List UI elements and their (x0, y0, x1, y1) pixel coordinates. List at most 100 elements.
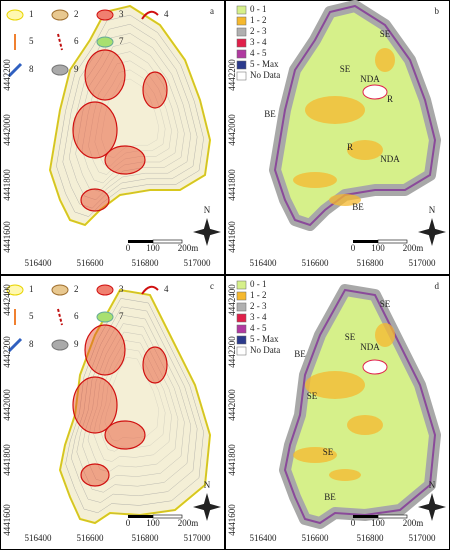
scale-bar (128, 515, 153, 518)
legend-swatch (236, 335, 247, 345)
contour-line (99, 348, 166, 452)
y-tick-label: 4441800 (2, 444, 12, 476)
landslide (80, 463, 110, 487)
north-label: N (204, 480, 211, 490)
contour-line (59, 289, 211, 524)
legend-label: 3 - 4 (250, 312, 267, 322)
landslide (142, 346, 168, 384)
legend-label: 7 (119, 36, 124, 46)
high-hazard-patch (329, 194, 361, 206)
high-hazard-patch (293, 172, 337, 188)
panel-letter: d (435, 281, 440, 291)
map-annotation: NDA (380, 154, 400, 164)
legend-label: 5 (29, 36, 34, 46)
landslide (104, 145, 146, 175)
legend-label: 1 - 2 (250, 15, 267, 25)
contour-line (94, 69, 166, 167)
x-tick-label: 516400 (25, 258, 53, 268)
y-tick-label: 4441600 (2, 221, 12, 253)
legend-swatch (236, 291, 247, 301)
y-tick-label: 4441800 (227, 444, 237, 476)
legend-label: 6 (74, 36, 79, 46)
legend-label: 4 (164, 284, 169, 294)
x-tick-label: 517000 (184, 258, 212, 268)
legend-swatch (236, 324, 247, 334)
landslide (84, 324, 126, 376)
contour-line (56, 14, 204, 217)
panel-letter: a (210, 6, 214, 16)
map-annotation: SE (380, 299, 391, 309)
legend-icon (51, 284, 69, 296)
legend-icon (96, 311, 114, 323)
north-label: N (429, 205, 436, 215)
map-annotation: BE (324, 492, 336, 502)
x-tick-label: 517000 (184, 533, 212, 543)
y-tick-label: 4441600 (2, 504, 12, 536)
scale-label: 100 (146, 518, 160, 528)
y-tick-label: 4442200 (2, 336, 12, 368)
legend-label: 0 - 1 (250, 4, 267, 14)
north-label: N (204, 205, 211, 215)
contour-line (75, 42, 185, 192)
legend-icon (51, 339, 69, 351)
legend-icon (96, 284, 114, 296)
legend-icon (6, 9, 24, 21)
y-tick-label: 4442200 (227, 59, 237, 91)
x-tick-label: 517000 (409, 258, 437, 268)
map-annotation: SE (323, 447, 334, 457)
x-tick-label: 516600 (77, 533, 105, 543)
legend-icon (96, 9, 114, 21)
high-hazard-patch (329, 469, 361, 481)
legend-icon (141, 10, 159, 20)
contour-line (71, 306, 198, 503)
map-annotation: R (387, 94, 393, 104)
legend-icon (51, 64, 69, 76)
landslide (80, 188, 110, 212)
x-tick-label: 516800 (357, 533, 385, 543)
scale-label: 200m (403, 518, 424, 528)
high-hazard-patch (305, 96, 365, 124)
legend-icon (57, 308, 63, 326)
legend-label: No Data (250, 70, 280, 80)
map-panel: a 1 2 3 4 5 6 7 8 9 516400 516600 516800 517000 444220… (0, 0, 225, 275)
contour-line (49, 5, 211, 226)
legend-label: 4 - 5 (250, 323, 267, 333)
legend-swatch (236, 71, 247, 81)
contour-line (93, 340, 172, 462)
legend-label: 1 (29, 9, 34, 19)
legend-swatch (236, 49, 247, 59)
scale-label: 0 (126, 518, 131, 528)
legend-label: No Data (250, 345, 280, 355)
y-tick-label: 4441600 (227, 504, 237, 536)
x-tick-label: 516600 (302, 258, 330, 268)
x-tick-label: 516800 (132, 258, 160, 268)
y-tick-label: 4442400 (2, 284, 12, 316)
scale-bar (128, 240, 153, 243)
landslide (72, 376, 118, 434)
legend-label: 8 (29, 64, 34, 74)
no-data-area (362, 359, 388, 375)
scale-bar (152, 514, 183, 519)
legend-label: 3 (119, 9, 124, 19)
x-tick-label: 516400 (25, 533, 53, 543)
x-tick-label: 516600 (302, 533, 330, 543)
y-tick-label: 4442200 (2, 59, 12, 91)
legend-swatch (236, 27, 247, 37)
x-tick-label: 516800 (357, 258, 385, 268)
legend-label: 8 (29, 339, 34, 349)
legend-icon (96, 36, 114, 48)
scale-label: 100 (146, 243, 160, 253)
legend-label: 5 (29, 311, 34, 321)
map-annotation: SE (307, 391, 318, 401)
scale-label: 100 (371, 518, 385, 528)
legend-label: 4 (164, 9, 169, 19)
map-annotation: BE (264, 109, 276, 119)
y-tick-label: 4441600 (227, 221, 237, 253)
legend-swatch (236, 280, 247, 290)
scale-bar (152, 239, 183, 244)
contour-line (81, 51, 179, 184)
scale-bar (353, 240, 378, 243)
